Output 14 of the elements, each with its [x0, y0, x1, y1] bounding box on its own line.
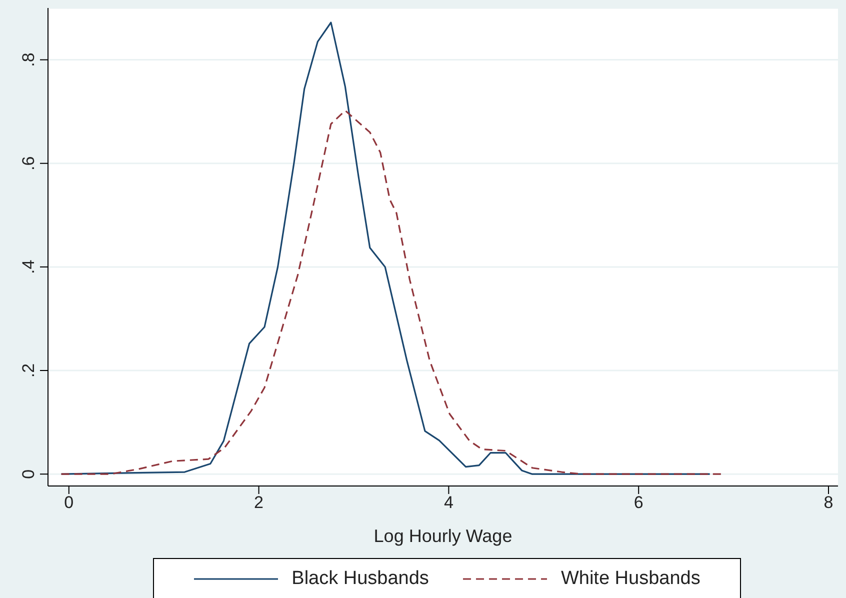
- x-tick-label: 2: [254, 493, 264, 512]
- x-axis-title: Log Hourly Wage: [374, 526, 512, 546]
- y-tick-label: .6: [19, 156, 38, 170]
- x-tick-label: 8: [824, 493, 834, 512]
- legend-label: Black Husbands: [292, 568, 429, 590]
- y-tick-label: .4: [19, 260, 38, 274]
- y-tick-label: 0: [19, 469, 38, 479]
- y-tick-label: .8: [19, 52, 38, 67]
- x-tick-label: 6: [634, 493, 644, 512]
- line-series: [60, 110, 722, 475]
- x-tick-label: 0: [64, 493, 74, 512]
- x-tick-label: 4: [444, 493, 454, 512]
- y-tick-label: .2: [19, 363, 38, 378]
- legend-label: White Husbands: [560, 568, 700, 590]
